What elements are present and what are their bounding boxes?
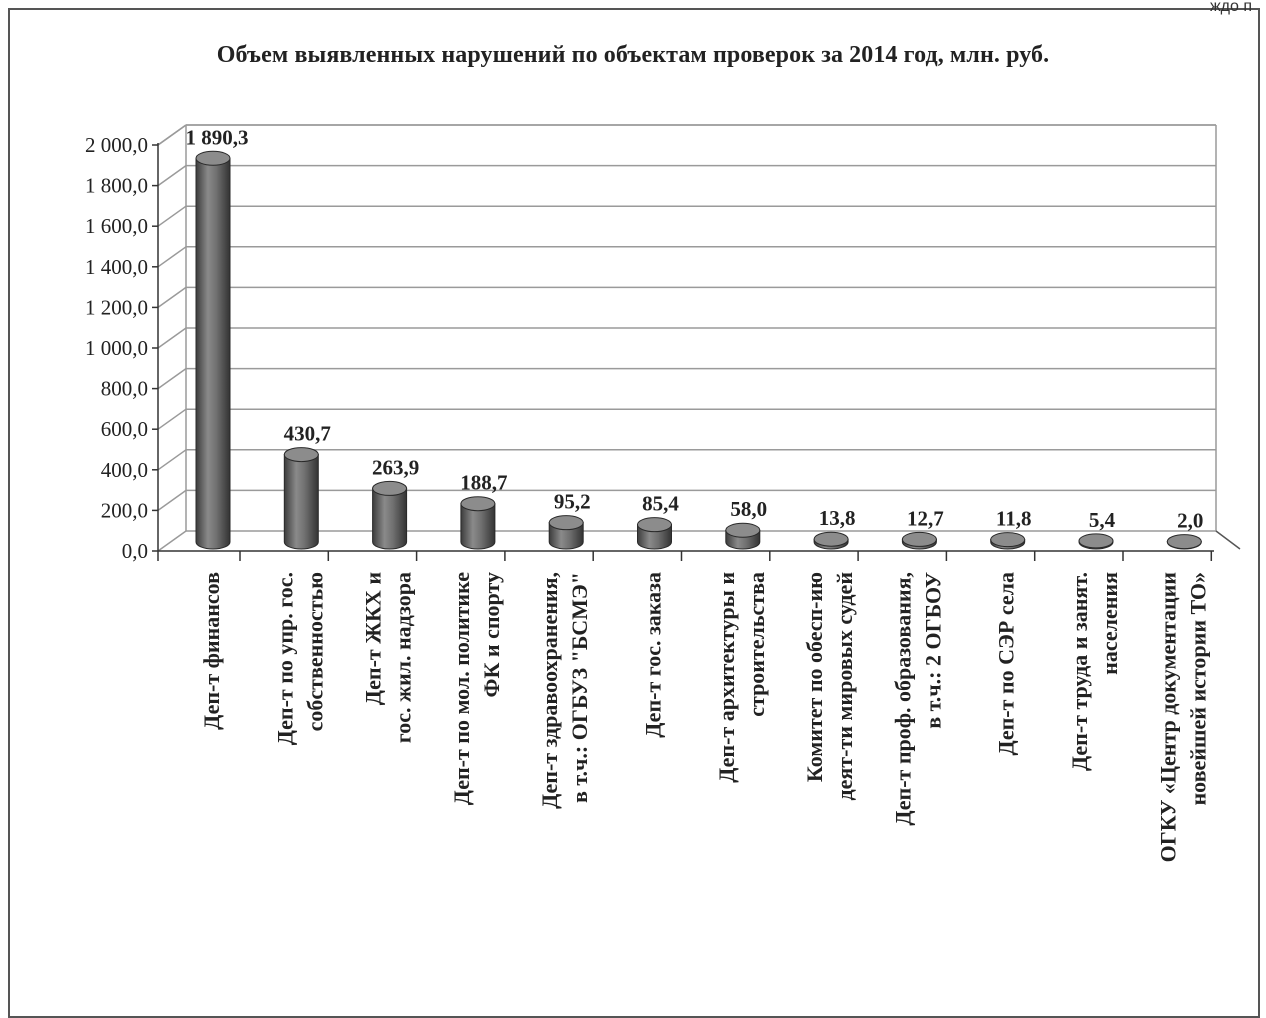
category-label: Деп-т финансов [199, 572, 224, 730]
bars [195, 150, 1202, 550]
category-label: ОГКУ «Центр документации [1155, 572, 1180, 863]
value-label: 12,7 [907, 506, 944, 530]
value-label: 430,7 [284, 422, 331, 446]
bar [637, 517, 672, 550]
bar [1078, 533, 1114, 550]
bar [460, 496, 496, 550]
bar [372, 480, 408, 550]
value-label: 5,4 [1089, 508, 1116, 532]
y-tick-label: 1 800,0 [85, 174, 148, 198]
bar [195, 150, 231, 550]
bar [725, 522, 761, 550]
value-label: 188,7 [460, 471, 507, 495]
category-label: гос. жил. надзора [391, 572, 416, 743]
value-label: 11,8 [996, 507, 1032, 531]
category-label: в т.ч.: 2 ОГБОУ [920, 572, 945, 729]
corner-text: ждо п [1209, 0, 1252, 15]
category-label: Деп-т гос. заказа [641, 572, 666, 738]
bar [901, 531, 937, 550]
y-tick-label: 1 400,0 [85, 255, 148, 279]
y-tick-label: 200,0 [101, 498, 148, 522]
y-tick-label: 600,0 [101, 417, 148, 441]
y-tick-label: 2 000,0 [85, 133, 148, 157]
bar [283, 447, 319, 550]
category-label: ФК и спорту [479, 572, 504, 697]
value-labels: 1 890,3 430,7 263,9 188,7 95,2 85,4 58,0 13,8 12… [186, 125, 1204, 532]
y-tick-label: 1 600,0 [85, 214, 148, 238]
category-label: Комитет по обесп-ию [802, 572, 827, 782]
category-label: Деп-т труда и занят. [1067, 572, 1092, 771]
y-tick-label: 1 200,0 [85, 295, 148, 319]
category-label: Деп-т по мол. политике [449, 572, 474, 805]
y-tick-label: 0,0 [122, 539, 148, 563]
category-label: строительства [744, 572, 769, 717]
value-label: 85,4 [642, 492, 679, 516]
value-label: 263,9 [372, 455, 419, 479]
bar [1166, 534, 1202, 550]
category-label: деят-ти мировых судей [832, 572, 857, 801]
value-label: 2,0 [1177, 509, 1203, 533]
value-label: 58,0 [730, 497, 767, 521]
category-label: собственностью [302, 572, 327, 731]
y-tick-label: 400,0 [101, 458, 148, 482]
bar [548, 515, 584, 550]
category-label: новейшей истории ТО» [1185, 572, 1210, 806]
y-axis: 0,0 200,0 400,0 600,0 800,0 1 000,0 1 200,0 1 4… [85, 133, 1214, 563]
category-labels: Деп-т финансов Деп-т по упр. гос. собствен… [199, 572, 1210, 863]
y-tick-label: 800,0 [101, 377, 148, 401]
category-label: Деп-т архитектуры и [714, 572, 739, 783]
category-label: населения [1097, 572, 1122, 675]
category-label: в т.ч.: ОГБУЗ "БСМЭ" [567, 572, 592, 803]
grid [157, 124, 1241, 552]
chart-title: Объем выявленных нарушений по объектам п… [216, 42, 1050, 68]
value-label: 95,2 [554, 490, 591, 514]
bar [990, 532, 1026, 550]
category-label: Деп-т по упр. гос. [272, 572, 297, 745]
value-label: 1 890,3 [186, 125, 249, 149]
bar [813, 531, 849, 550]
category-label: Деп-т проф. образования, [890, 572, 915, 826]
category-label: Деп-т здравоохранения, [537, 572, 562, 809]
value-label: 13,8 [819, 506, 856, 530]
category-label: Деп-т ЖКХ и [361, 572, 386, 706]
y-tick-label: 1 000,0 [85, 336, 148, 360]
category-label: Деп-т по СЭР села [994, 572, 1019, 756]
